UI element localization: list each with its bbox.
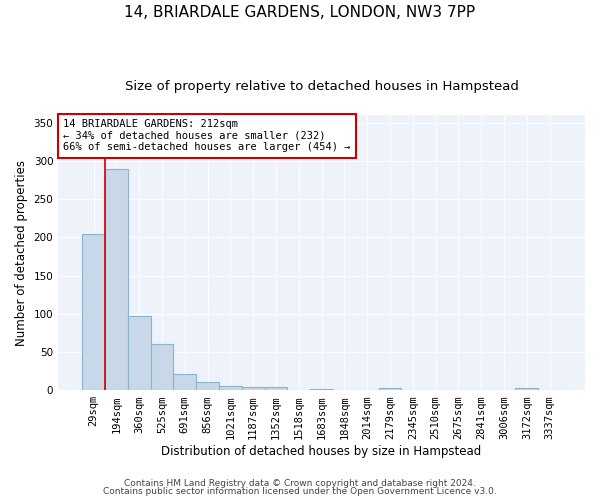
Bar bbox=[515, 388, 538, 390]
Bar bbox=[310, 389, 333, 390]
Bar bbox=[105, 168, 128, 390]
Bar bbox=[128, 316, 151, 390]
Text: Contains HM Land Registry data © Crown copyright and database right 2024.: Contains HM Land Registry data © Crown c… bbox=[124, 478, 476, 488]
Text: 14, BRIARDALE GARDENS, LONDON, NW3 7PP: 14, BRIARDALE GARDENS, LONDON, NW3 7PP bbox=[124, 5, 476, 20]
X-axis label: Distribution of detached houses by size in Hampstead: Distribution of detached houses by size … bbox=[161, 444, 482, 458]
Title: Size of property relative to detached houses in Hampstead: Size of property relative to detached ho… bbox=[125, 80, 518, 93]
Bar bbox=[265, 388, 287, 390]
Y-axis label: Number of detached properties: Number of detached properties bbox=[15, 160, 28, 346]
Bar bbox=[173, 374, 196, 390]
Bar bbox=[219, 386, 242, 390]
Bar bbox=[379, 388, 401, 390]
Bar bbox=[242, 386, 265, 390]
Bar bbox=[151, 344, 173, 391]
Text: 14 BRIARDALE GARDENS: 212sqm
← 34% of detached houses are smaller (232)
66% of s: 14 BRIARDALE GARDENS: 212sqm ← 34% of de… bbox=[64, 119, 351, 152]
Bar bbox=[196, 382, 219, 390]
Bar bbox=[82, 234, 105, 390]
Text: Contains public sector information licensed under the Open Government Licence v3: Contains public sector information licen… bbox=[103, 487, 497, 496]
